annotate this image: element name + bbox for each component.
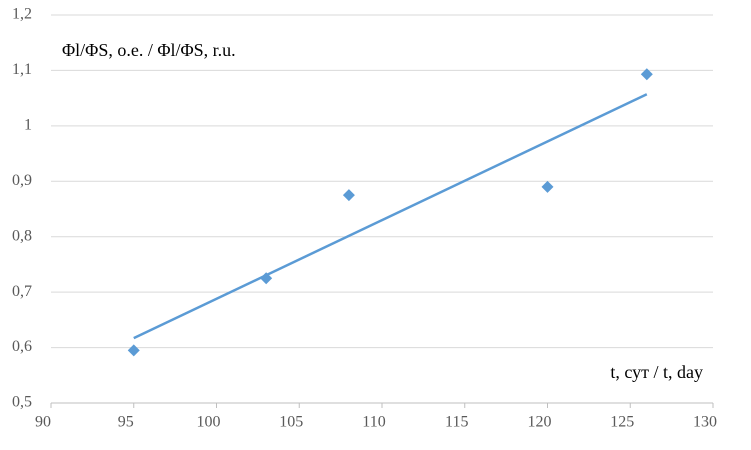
plot: 0,5 0,6 0,7 0,8 0,9 1 1,1 1,2 90 95 100 105 110 115 12… bbox=[12, 6, 717, 431]
y-tick-label: 1,2 bbox=[12, 6, 32, 23]
x-tick-label: 120 bbox=[528, 414, 552, 431]
x-tick-label: 110 bbox=[362, 414, 385, 431]
x-tick-label: 115 bbox=[445, 414, 468, 431]
point bbox=[260, 272, 273, 285]
x-tick-label: 130 bbox=[693, 414, 717, 431]
point bbox=[342, 189, 355, 202]
point bbox=[640, 68, 653, 81]
x-axis-label: t, сут / t, day bbox=[610, 362, 703, 382]
y-axis-label: Φl/ΦS, о.е. / Φl/ΦS, r.u. bbox=[62, 40, 236, 60]
point bbox=[127, 344, 140, 357]
y-tick-label: 1,1 bbox=[12, 61, 32, 78]
y-tick-label: 0,6 bbox=[12, 338, 32, 355]
y-tick-label: 0,8 bbox=[12, 227, 32, 244]
x-tick-label: 100 bbox=[197, 414, 221, 431]
y-tick-label: 0,5 bbox=[12, 394, 32, 411]
x-tick-label: 125 bbox=[610, 414, 634, 431]
x-tick-label: 105 bbox=[279, 414, 303, 431]
y-tick-label: 1 bbox=[24, 117, 32, 134]
trend-line bbox=[133, 93, 648, 340]
point bbox=[541, 180, 554, 193]
y-tick-label: 0,7 bbox=[12, 283, 32, 300]
x-tick-label: 95 bbox=[118, 414, 134, 431]
x-tick-label: 90 bbox=[35, 414, 51, 431]
y-tick-label: 0,9 bbox=[12, 172, 32, 189]
